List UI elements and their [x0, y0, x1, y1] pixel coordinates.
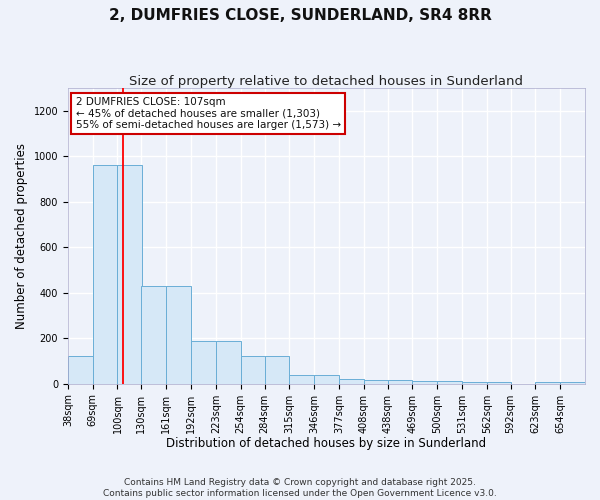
Bar: [191, 340, 216, 384]
Bar: [560, 382, 585, 384]
Title: Size of property relative to detached houses in Sunderland: Size of property relative to detached ho…: [130, 75, 523, 88]
Bar: [364, 380, 388, 384]
Bar: [462, 382, 487, 384]
Bar: [412, 382, 437, 384]
Bar: [265, 356, 289, 384]
Text: 2 DUMFRIES CLOSE: 107sqm
← 45% of detached houses are smaller (1,303)
55% of sem: 2 DUMFRIES CLOSE: 107sqm ← 45% of detach…: [76, 97, 341, 130]
Bar: [314, 374, 339, 384]
Y-axis label: Number of detached properties: Number of detached properties: [15, 143, 28, 329]
Bar: [68, 356, 92, 384]
Bar: [437, 382, 462, 384]
Bar: [166, 286, 191, 384]
Bar: [241, 356, 265, 384]
Text: Contains HM Land Registry data © Crown copyright and database right 2025.
Contai: Contains HM Land Registry data © Crown c…: [103, 478, 497, 498]
Bar: [388, 380, 412, 384]
X-axis label: Distribution of detached houses by size in Sunderland: Distribution of detached houses by size …: [166, 437, 487, 450]
Text: 2, DUMFRIES CLOSE, SUNDERLAND, SR4 8RR: 2, DUMFRIES CLOSE, SUNDERLAND, SR4 8RR: [109, 8, 491, 22]
Bar: [339, 379, 364, 384]
Bar: [92, 166, 118, 384]
Bar: [289, 374, 314, 384]
Bar: [142, 286, 166, 384]
Bar: [118, 166, 142, 384]
Bar: [487, 382, 511, 384]
Bar: [216, 340, 241, 384]
Bar: [535, 382, 560, 384]
